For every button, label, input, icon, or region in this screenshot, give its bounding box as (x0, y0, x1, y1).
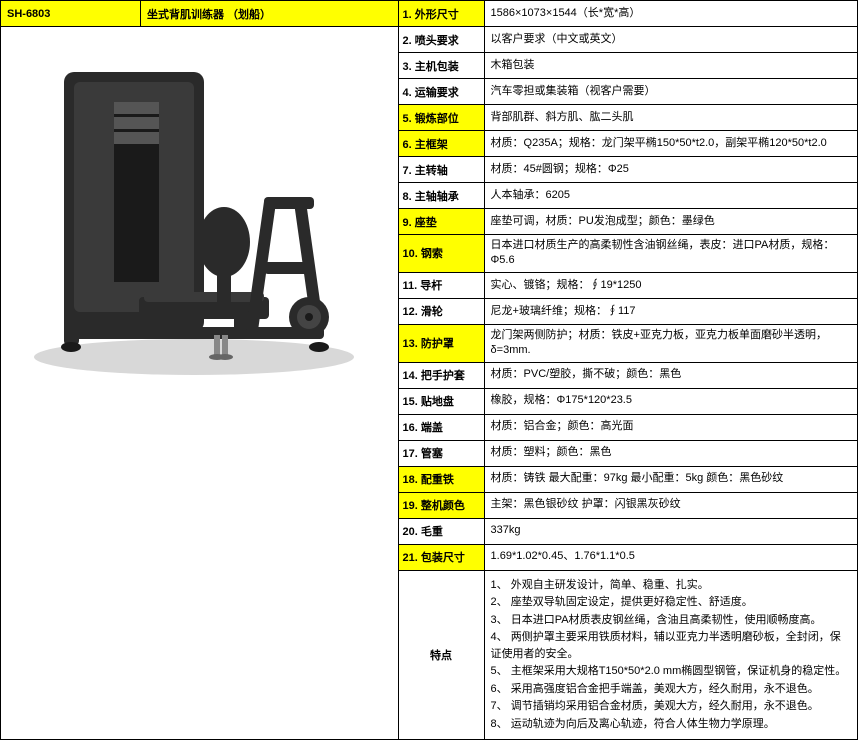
spec-value: 汽车零担或集装箱（视客户需要） (485, 79, 857, 104)
spec-value: 1.69*1.02*0.45、1.76*1.1*0.5 (485, 545, 857, 570)
left-column: SH-6803 坐式背肌训练器 （划船） (1, 1, 399, 739)
spec-value: 1586×1073×1544（长*宽*高） (485, 1, 857, 26)
spec-row: 6. 主框架材质：Q235A；规格：龙门架平椭150*50*t2.0，副架平椭1… (399, 131, 857, 157)
spec-row: 20. 毛重337kg (399, 519, 857, 545)
spec-label: 12. 滑轮 (399, 299, 485, 324)
spec-row: 8. 主轴轴承人本轴承：6205 (399, 183, 857, 209)
feature-item: 2、 座垫双导轨固定设定，提供更好稳定性、舒适度。 (491, 594, 851, 611)
specs-table: 1. 外形尺寸1586×1073×1544（长*宽*高）2. 喷头要求以客户要求… (399, 1, 857, 571)
spec-row: 2. 喷头要求以客户要求（中文或英文） (399, 27, 857, 53)
spec-value: 材质：45#圆钢；规格：Φ25 (485, 157, 857, 182)
spec-label: 8. 主轴轴承 (399, 183, 485, 208)
spec-row: 3. 主机包装木箱包装 (399, 53, 857, 79)
feature-item: 3、 日本进口PA材质表皮钢丝绳，含油且高柔韧性，使用顺畅度高。 (491, 612, 851, 629)
feature-item: 1、 外观自主研发设计，简单、稳重、扎实。 (491, 577, 851, 594)
spec-row: 14. 把手护套材质：PVC/塑胶，撕不破；颜色：黑色 (399, 363, 857, 389)
spec-row: 10. 钢索日本进口材质生产的高柔韧性含油钢丝绳，表皮：进口PA材质，规格：Φ5… (399, 235, 857, 273)
left-header-row: SH-6803 坐式背肌训练器 （划船） (1, 1, 398, 27)
spec-value: 材质：Q235A；规格：龙门架平椭150*50*t2.0，副架平椭120*50*… (485, 131, 857, 156)
product-name-cell: 坐式背肌训练器 （划船） (141, 1, 398, 27)
spec-row: 5. 锻炼部位背部肌群、斜方肌、肱二头肌 (399, 105, 857, 131)
spec-label: 17. 管塞 (399, 441, 485, 466)
spec-label: 20. 毛重 (399, 519, 485, 544)
feature-item: 7、 调节插销均采用铝合金材质，美观大方，经久耐用，永不退色。 (491, 698, 851, 715)
spec-row: 13. 防护罩龙门架两侧防护；材质：铁皮+亚克力板，亚克力板单面磨砂半透明，δ=… (399, 325, 857, 363)
spec-row: 7. 主转轴材质：45#圆钢；规格：Φ25 (399, 157, 857, 183)
spec-value: 座垫可调，材质：PU发泡成型；颜色：墨绿色 (485, 209, 857, 234)
spec-label: 9. 座垫 (399, 209, 485, 234)
spec-row: 1. 外形尺寸1586×1073×1544（长*宽*高） (399, 1, 857, 27)
feature-item: 8、 运动轨迹为向后及离心轨迹，符合人体生物力学原理。 (491, 716, 851, 733)
features-label: 特点 (399, 571, 485, 740)
spec-value: 337kg (485, 519, 857, 544)
spec-value: 尼龙+玻璃纤维；规格：∮117 (485, 299, 857, 324)
feature-item: 6、 采用高强度铝合金把手端盖，美观大方，经久耐用，永不退色。 (491, 681, 851, 698)
spec-row: 9. 座垫座垫可调，材质：PU发泡成型；颜色：墨绿色 (399, 209, 857, 235)
product-machine-illustration (19, 47, 379, 387)
spec-value: 材质：铸铁 最大配重：97kg 最小配重：5kg 颜色：黑色砂纹 (485, 467, 857, 492)
spec-label: 15. 贴地盘 (399, 389, 485, 414)
spec-value: 日本进口材质生产的高柔韧性含油钢丝绳，表皮：进口PA材质，规格：Φ5.6 (485, 235, 857, 272)
right-column: 1. 外形尺寸1586×1073×1544（长*宽*高）2. 喷头要求以客户要求… (399, 1, 857, 739)
spec-value: 主架：黑色银砂纹 护罩：闪银黑灰砂纹 (485, 493, 857, 518)
spec-label: 7. 主转轴 (399, 157, 485, 182)
spec-value: 材质：塑料；颜色：黑色 (485, 441, 857, 466)
spec-label: 16. 端盖 (399, 415, 485, 440)
spec-label: 6. 主框架 (399, 131, 485, 156)
spec-row: 11. 导杆实心、镀铬；规格：∮19*1250 (399, 273, 857, 299)
features-row: 特点 1、 外观自主研发设计，简单、稳重、扎实。2、 座垫双导轨固定设定，提供更… (399, 571, 857, 740)
spec-row: 15. 贴地盘橡胶，规格：Φ175*120*23.5 (399, 389, 857, 415)
spec-value: 以客户要求（中文或英文） (485, 27, 857, 52)
spec-row: 16. 端盖材质：铝合金；颜色：高光面 (399, 415, 857, 441)
spec-label: 4. 运输要求 (399, 79, 485, 104)
spec-label: 1. 外形尺寸 (399, 1, 485, 26)
spec-row: 4. 运输要求汽车零担或集装箱（视客户需要） (399, 79, 857, 105)
spec-row: 12. 滑轮尼龙+玻璃纤维；规格：∮117 (399, 299, 857, 325)
spec-value: 龙门架两侧防护；材质：铁皮+亚克力板，亚克力板单面磨砂半透明，δ=3mm. (485, 325, 857, 362)
spec-row: 18. 配重铁材质：铸铁 最大配重：97kg 最小配重：5kg 颜色：黑色砂纹 (399, 467, 857, 493)
spec-label: 19. 整机颜色 (399, 493, 485, 518)
feature-item: 5、 主框架采用大规格T150*50*2.0 mm椭圆型钢管，保证机身的稳定性。 (491, 663, 851, 680)
spec-value: 实心、镀铬；规格：∮19*1250 (485, 273, 857, 298)
spec-value: 材质：铝合金；颜色：高光面 (485, 415, 857, 440)
features-value: 1、 外观自主研发设计，简单、稳重、扎实。2、 座垫双导轨固定设定，提供更好稳定… (485, 571, 857, 740)
feature-item: 4、 两侧护罩主要采用铁质材料，辅以亚克力半透明磨砂板，全封闭，保证使用者的安全… (491, 629, 851, 662)
spec-label: 2. 喷头要求 (399, 27, 485, 52)
spec-row: 19. 整机颜色主架：黑色银砂纹 护罩：闪银黑灰砂纹 (399, 493, 857, 519)
spec-label: 14. 把手护套 (399, 363, 485, 388)
spec-value: 橡胶，规格：Φ175*120*23.5 (485, 389, 857, 414)
product-image-area (1, 27, 398, 739)
spec-label: 11. 导杆 (399, 273, 485, 298)
spec-value: 人本轴承：6205 (485, 183, 857, 208)
product-spec-container: SH-6803 坐式背肌训练器 （划船） (0, 0, 858, 740)
spec-value: 材质：PVC/塑胶，撕不破；颜色：黑色 (485, 363, 857, 388)
spec-label: 21. 包装尺寸 (399, 545, 485, 570)
spec-row: 17. 管塞材质：塑料；颜色：黑色 (399, 441, 857, 467)
spec-label: 3. 主机包装 (399, 53, 485, 78)
spec-value: 木箱包装 (485, 53, 857, 78)
spec-label: 5. 锻炼部位 (399, 105, 485, 130)
spec-label: 10. 钢索 (399, 235, 485, 272)
spec-label: 13. 防护罩 (399, 325, 485, 362)
sku-cell: SH-6803 (1, 1, 141, 27)
spec-value: 背部肌群、斜方肌、肱二头肌 (485, 105, 857, 130)
spec-label: 18. 配重铁 (399, 467, 485, 492)
spec-row: 21. 包装尺寸1.69*1.02*0.45、1.76*1.1*0.5 (399, 545, 857, 571)
